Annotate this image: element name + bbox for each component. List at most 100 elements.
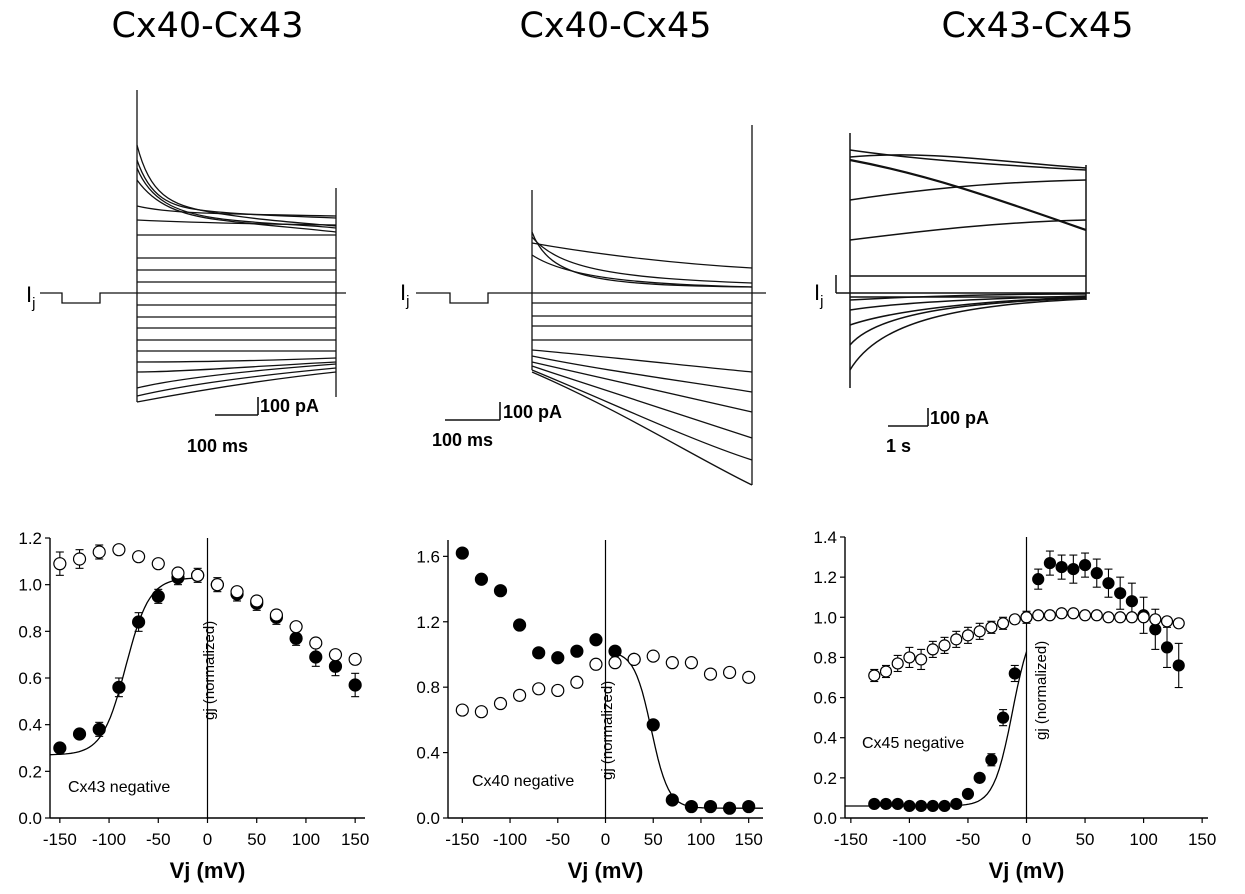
y-tick-label: 0.8 — [416, 678, 440, 697]
data-point-filled — [950, 797, 963, 811]
x-tick-label: -150 — [43, 830, 77, 849]
data-point-filled — [879, 797, 893, 811]
data-point-filled — [961, 787, 975, 801]
y-tick-label: 1.0 — [18, 576, 42, 595]
x-axis-label: Vj (mV) — [170, 858, 246, 883]
data-point-open — [210, 578, 224, 592]
data-point-open — [92, 545, 106, 559]
data-point-filled — [474, 572, 489, 586]
y-tick-label: 0.0 — [416, 809, 440, 828]
data-point-filled — [151, 589, 165, 603]
holding-trace-2 — [416, 292, 532, 304]
data-point-filled — [1149, 623, 1162, 636]
data-point-open — [1055, 607, 1068, 620]
y-tick-label: 1.4 — [813, 528, 837, 547]
negative-annotation: Cx40 negative — [472, 773, 574, 790]
data-point-open — [665, 656, 679, 670]
data-point-open — [250, 594, 264, 608]
data-point-filled — [665, 793, 679, 807]
x-tick-label: -100 — [92, 830, 126, 849]
x-axis-label: Vj (mV) — [568, 858, 644, 883]
data-point-open — [1160, 615, 1174, 628]
data-point-open — [938, 639, 951, 652]
data-point-filled — [348, 678, 362, 692]
data-point-open — [1137, 611, 1150, 624]
x-tick-label: -100 — [493, 830, 527, 849]
data-point-open — [684, 656, 699, 670]
data-point-open — [230, 585, 244, 599]
data-point-filled — [996, 711, 1010, 724]
data-point-filled — [1078, 558, 1092, 572]
data-point-open — [742, 670, 756, 684]
data-point-open — [1149, 613, 1162, 626]
y-tick-label: 0.8 — [813, 648, 837, 667]
y-tick-label: 1.2 — [18, 529, 42, 548]
data-point-open — [570, 675, 584, 689]
current-traces-2 — [416, 125, 766, 486]
fit-curve — [615, 653, 763, 809]
data-point-open — [1008, 613, 1021, 626]
x-tick-label: -150 — [445, 830, 479, 849]
data-point-open — [1090, 609, 1103, 622]
data-point-open — [973, 625, 986, 638]
holding-trace-3 — [835, 275, 850, 294]
data-point-open — [903, 651, 916, 664]
data-point-filled — [973, 771, 986, 784]
y-tick-label: 0.0 — [813, 809, 837, 828]
data-point-open — [868, 669, 881, 682]
data-point-open — [348, 652, 362, 666]
data-point-filled — [1067, 563, 1080, 576]
x-tick-label: -100 — [892, 830, 926, 849]
gj-plot-cx40-cx45: 0.0 0.4 0.8 1.2 1.6 -150 -100 -50 0 50 100 150 Vj (m… — [416, 540, 763, 883]
data-point-open — [171, 566, 185, 580]
negative-annotation: Cx43 negative — [68, 779, 170, 796]
data-point-open — [1032, 609, 1045, 622]
data-point-open — [455, 703, 469, 717]
scale-current-1: 100 pA — [260, 396, 319, 416]
data-point-filled — [915, 799, 928, 813]
scale-bar-2 — [445, 402, 501, 421]
data-point-open — [722, 665, 737, 680]
data-point-filled — [131, 615, 146, 629]
scale-current-3: 100 pA — [930, 408, 989, 428]
data-point-open — [950, 633, 963, 646]
data-point-open — [608, 656, 622, 670]
data-point-open — [72, 552, 87, 566]
data-point-filled — [1055, 561, 1068, 574]
data-point-open — [1067, 607, 1080, 620]
data-point-open — [289, 620, 303, 634]
data-point-filled — [1043, 556, 1057, 570]
data-point-filled — [1125, 595, 1138, 608]
data-point-open — [589, 657, 603, 671]
y-tick-label: 0.2 — [18, 762, 42, 781]
x-tick-label: 0 — [203, 830, 212, 849]
current-traces-1 — [40, 90, 346, 403]
data-point-open — [1020, 611, 1033, 624]
data-point-open — [627, 652, 641, 666]
y-axis-inset-label: gj (normalized) — [201, 621, 218, 720]
data-point-open — [1125, 611, 1138, 624]
data-point-open — [915, 653, 928, 666]
x-tick-label: 100 — [687, 830, 715, 849]
panel-title-cx40-cx43: Cx40-Cx43 — [111, 6, 304, 46]
data-point-open — [328, 648, 343, 662]
data-point-filled — [1114, 587, 1127, 600]
x-tick-label: 100 — [292, 830, 320, 849]
data-point-open — [996, 617, 1010, 630]
x-tick-label: 100 — [1129, 830, 1157, 849]
data-point-open — [191, 568, 205, 582]
data-point-open — [879, 665, 893, 678]
data-point-open — [53, 557, 67, 571]
scale-bar-3 — [888, 408, 929, 427]
data-point-filled — [551, 651, 565, 665]
data-point-filled — [703, 799, 718, 814]
data-point-open — [512, 688, 527, 702]
data-point-filled — [646, 718, 660, 732]
data-point-filled — [72, 727, 87, 741]
data-point-open — [646, 649, 660, 663]
data-point-filled — [938, 799, 951, 813]
x-tick-label: -150 — [834, 830, 868, 849]
data-point-filled — [328, 659, 343, 673]
data-point-open — [1114, 611, 1127, 624]
